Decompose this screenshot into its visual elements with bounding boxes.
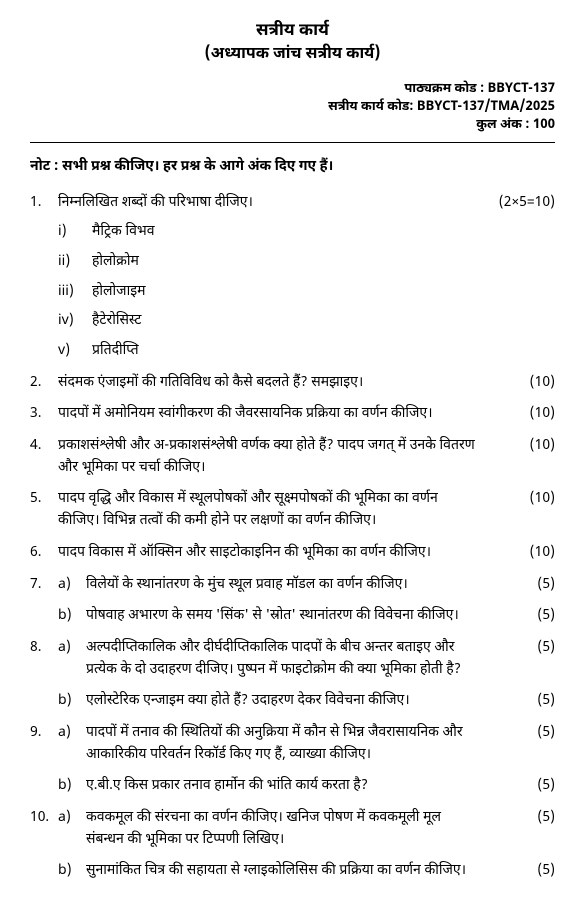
doc-subtitle: (अध्यापक जांच सत्रीय कार्य) bbox=[30, 44, 555, 65]
q1-ii-num: ii) bbox=[58, 251, 92, 273]
q9b-spacer bbox=[30, 775, 58, 797]
q1-text: निम्नलिखित शब्दों की परिभाषा दीजिए। i) म… bbox=[58, 192, 485, 362]
q9b-text: ए.बी.ए किस प्रकार तनाव हार्मोन की भांति … bbox=[86, 775, 485, 797]
assignment-code: सत्रीय कार्य कोड: BBYCT-137/TMA/2025 bbox=[30, 99, 555, 117]
question-10b: b) सुनामांकित चित्र की सहायता से ग्लाइको… bbox=[30, 860, 555, 882]
q7a-label: a) bbox=[58, 574, 86, 596]
q8b-spacer bbox=[30, 690, 58, 712]
q8-num: 8. bbox=[30, 637, 58, 680]
q1-i: i) मैट्रिक विभव bbox=[58, 221, 475, 243]
question-7a: 7. a) विलेयों के स्थानांतरण के मुंच स्थू… bbox=[30, 574, 555, 596]
q8a-marks: (5) bbox=[485, 637, 555, 680]
note-line: नोट : सभी प्रश्न कीजिए। हर प्रश्न के आगे… bbox=[30, 157, 555, 176]
q7a-marks: (5) bbox=[485, 574, 555, 596]
question-1: 1. निम्नलिखित शब्दों की परिभाषा दीजिए। i… bbox=[30, 192, 555, 362]
q6-marks: (10) bbox=[485, 542, 555, 564]
q1-iii: iii) होलोजाइम bbox=[58, 281, 475, 303]
q1-iii-text: होलोजाइम bbox=[92, 281, 475, 303]
question-2: 2. संदमक एंजाइमों की गतिविविध को कैसे बद… bbox=[30, 372, 555, 394]
q10b-marks: (5) bbox=[485, 860, 555, 882]
q1-ii: ii) होलोक्रोम bbox=[58, 251, 475, 273]
q7b-text: पोषवाह अभारण के समय 'सिंक' से 'स्रोत' स्… bbox=[86, 605, 485, 627]
q7b-marks: (5) bbox=[485, 605, 555, 627]
q5-num: 5. bbox=[30, 488, 58, 531]
q2-text: संदमक एंजाइमों की गतिविविध को कैसे बदलते… bbox=[58, 372, 485, 394]
doc-title: सत्रीय कार्य bbox=[30, 20, 555, 42]
q2-num: 2. bbox=[30, 372, 58, 394]
question-4: 4. प्रकाशसंश्लेषी और अ-प्रकाशसंश्लेषी वर… bbox=[30, 435, 555, 478]
q1-v: v) प्रतिदीप्ति bbox=[58, 340, 475, 362]
question-7b: b) पोषवाह अभारण के समय 'सिंक' से 'स्रोत'… bbox=[30, 605, 555, 627]
q9-num: 9. bbox=[30, 722, 58, 765]
meta-block: पाठ्यक्रम कोड : BBYCT-137 सत्रीय कार्य क… bbox=[30, 81, 555, 143]
q10a-label: a) bbox=[58, 807, 86, 850]
q10b-spacer bbox=[30, 860, 58, 882]
q4-num: 4. bbox=[30, 435, 58, 478]
q8b-text: एलोस्टेरिक एन्जाइम क्या होते हैं? उदाहरण… bbox=[86, 690, 485, 712]
q9b-label: b) bbox=[58, 775, 86, 797]
q8b-label: b) bbox=[58, 690, 86, 712]
q1-iv-text: हैटेरोसिस्ट bbox=[92, 310, 475, 332]
q1-ii-text: होलोक्रोम bbox=[92, 251, 475, 273]
q1-iv: iv) हैटेरोसिस्ट bbox=[58, 310, 475, 332]
q6-num: 6. bbox=[30, 542, 58, 564]
q2-marks: (10) bbox=[485, 372, 555, 394]
question-3: 3. पादपों में अमोनियम स्वांगीकरण की जैवर… bbox=[30, 403, 555, 425]
q1-v-text: प्रतिदीप्ति bbox=[92, 340, 475, 362]
q9a-marks: (5) bbox=[485, 722, 555, 765]
q7b-label: b) bbox=[58, 605, 86, 627]
q3-text: पादपों में अमोनियम स्वांगीकरण की जैवरसाय… bbox=[58, 403, 485, 425]
q1-i-text: मैट्रिक विभव bbox=[92, 221, 475, 243]
q5-text: पादप वृद्धि और विकास में स्थूलपोषकों और … bbox=[58, 488, 485, 531]
q1-i-num: i) bbox=[58, 221, 92, 243]
q5-marks: (10) bbox=[485, 488, 555, 531]
q8b-marks: (5) bbox=[485, 690, 555, 712]
question-8a: 8. a) अल्पदीप्तिकालिक और दीर्घदीप्तिकालि… bbox=[30, 637, 555, 680]
q7a-text: विलेयों के स्थानांतरण के मुंच स्थूल प्रव… bbox=[86, 574, 485, 596]
q1-iv-num: iv) bbox=[58, 310, 92, 332]
q1-marks: (2×5=10) bbox=[485, 192, 555, 362]
total-marks: कुल अंक : 100 bbox=[30, 117, 555, 135]
q10a-marks: (5) bbox=[485, 807, 555, 850]
q10b-text: सुनामांकित चित्र की सहायता से ग्लाइकोलिस… bbox=[86, 860, 485, 882]
q3-marks: (10) bbox=[485, 403, 555, 425]
question-8b: b) एलोस्टेरिक एन्जाइम क्या होते हैं? उदा… bbox=[30, 690, 555, 712]
course-code: पाठ्यक्रम कोड : BBYCT-137 bbox=[30, 81, 555, 99]
q10a-text: कवकमूल की संरचना का वर्णन कीजिए। खनिज पो… bbox=[86, 807, 485, 850]
q3-num: 3. bbox=[30, 403, 58, 425]
q8a-text: अल्पदीप्तिकालिक और दीर्घदीप्तिकालिक पादप… bbox=[86, 637, 485, 680]
q1-main: निम्नलिखित शब्दों की परिभाषा दीजिए। bbox=[58, 193, 253, 212]
q4-marks: (10) bbox=[485, 435, 555, 478]
question-6: 6. पादप विकास में ऑक्सिन और साइटोकाइनिन … bbox=[30, 542, 555, 564]
q4-text: प्रकाशसंश्लेषी और अ-प्रकाशसंश्लेषी वर्णक… bbox=[58, 435, 485, 478]
q7-num: 7. bbox=[30, 574, 58, 596]
q9a-text: पादपों में तनाव की स्थितियों की अनुक्रिय… bbox=[86, 722, 485, 765]
question-5: 5. पादप वृद्धि और विकास में स्थूलपोषकों … bbox=[30, 488, 555, 531]
q9b-marks: (5) bbox=[485, 775, 555, 797]
q8a-label: a) bbox=[58, 637, 86, 680]
q1-num: 1. bbox=[30, 192, 58, 362]
question-9b: b) ए.बी.ए किस प्रकार तनाव हार्मोन की भां… bbox=[30, 775, 555, 797]
question-9a: 9. a) पादपों में तनाव की स्थितियों की अन… bbox=[30, 722, 555, 765]
q1-v-num: v) bbox=[58, 340, 92, 362]
q9a-label: a) bbox=[58, 722, 86, 765]
question-10a: 10. a) कवकमूल की संरचना का वर्णन कीजिए। … bbox=[30, 807, 555, 850]
q6-text: पादप विकास में ऑक्सिन और साइटोकाइनिन की … bbox=[58, 542, 485, 564]
q10-num: 10. bbox=[30, 807, 58, 850]
q1-iii-num: iii) bbox=[58, 281, 92, 303]
q10b-label: b) bbox=[58, 860, 86, 882]
q7b-spacer bbox=[30, 605, 58, 627]
